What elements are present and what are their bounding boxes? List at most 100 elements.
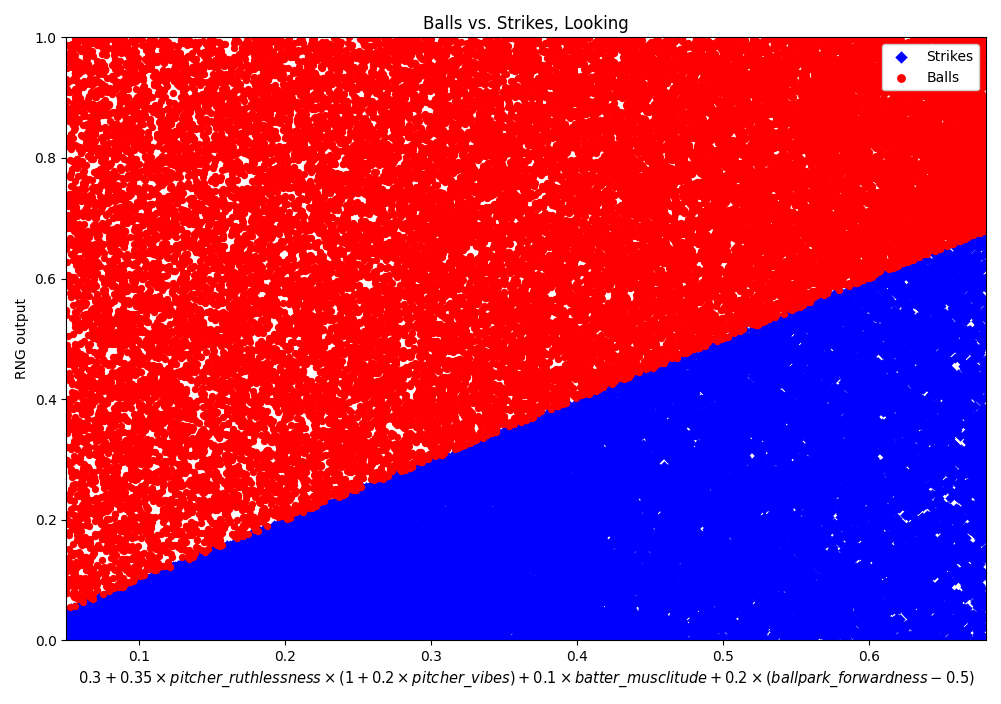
Strikes: [446, 579, 462, 590]
Strikes: [496, 455, 513, 467]
Strikes: [367, 574, 383, 586]
Balls: [801, 138, 817, 149]
Strikes: [153, 591, 169, 603]
Balls: [367, 129, 383, 140]
Strikes: [288, 534, 304, 545]
Strikes: [613, 597, 629, 608]
Balls: [236, 261, 252, 272]
Balls: [671, 279, 687, 291]
Balls: [715, 61, 731, 72]
Strikes: [510, 451, 526, 463]
Balls: [256, 111, 272, 122]
Strikes: [282, 605, 298, 616]
Balls: [90, 408, 106, 420]
Balls: [617, 91, 633, 102]
Balls: [72, 103, 88, 114]
Balls: [353, 389, 369, 401]
Strikes: [188, 565, 204, 577]
Balls: [235, 234, 251, 246]
Balls: [968, 207, 984, 218]
Balls: [499, 351, 516, 363]
Balls: [964, 38, 980, 49]
Strikes: [478, 603, 494, 614]
Balls: [373, 311, 389, 322]
Balls: [570, 330, 586, 341]
Balls: [836, 144, 852, 155]
Balls: [833, 138, 849, 149]
Strikes: [178, 571, 194, 582]
Balls: [691, 145, 707, 156]
Strikes: [816, 454, 832, 465]
Strikes: [89, 615, 105, 626]
Balls: [101, 410, 117, 421]
Balls: [526, 49, 542, 60]
Balls: [273, 206, 289, 218]
Strikes: [799, 505, 815, 516]
Balls: [150, 425, 166, 436]
Strikes: [956, 559, 972, 570]
Balls: [264, 436, 280, 448]
Strikes: [448, 592, 464, 603]
Balls: [193, 293, 209, 304]
Balls: [579, 158, 595, 170]
Balls: [276, 307, 292, 318]
Strikes: [948, 401, 964, 413]
Balls: [803, 258, 819, 270]
Balls: [634, 240, 650, 251]
Strikes: [407, 554, 423, 565]
Balls: [475, 37, 491, 48]
Balls: [319, 482, 335, 494]
Balls: [312, 325, 328, 337]
Balls: [784, 130, 800, 141]
Strikes: [668, 584, 684, 596]
Balls: [737, 202, 753, 213]
Strikes: [728, 470, 744, 482]
Balls: [892, 159, 908, 170]
Strikes: [523, 534, 539, 546]
Balls: [436, 82, 452, 93]
Strikes: [280, 601, 296, 612]
Strikes: [583, 553, 599, 564]
Strikes: [812, 601, 828, 612]
Strikes: [510, 549, 526, 560]
Balls: [523, 257, 539, 268]
Strikes: [594, 540, 610, 551]
Balls: [457, 134, 473, 146]
Strikes: [822, 539, 838, 550]
Strikes: [912, 262, 928, 273]
Strikes: [271, 611, 287, 622]
Strikes: [624, 576, 640, 587]
Balls: [526, 328, 542, 339]
Strikes: [538, 524, 554, 536]
Strikes: [675, 541, 691, 553]
Balls: [829, 270, 845, 281]
Strikes: [536, 442, 552, 453]
Balls: [353, 208, 369, 220]
Strikes: [785, 528, 801, 539]
Strikes: [72, 626, 88, 637]
Balls: [70, 529, 86, 540]
Balls: [582, 348, 598, 359]
Strikes: [828, 586, 844, 598]
Strikes: [631, 625, 647, 636]
Balls: [746, 169, 762, 180]
Balls: [605, 365, 621, 376]
Balls: [477, 96, 493, 107]
Strikes: [678, 480, 694, 491]
Balls: [526, 387, 542, 398]
Strikes: [823, 565, 839, 577]
Balls: [798, 80, 814, 92]
Strikes: [271, 566, 287, 577]
Strikes: [675, 615, 691, 627]
Strikes: [306, 588, 322, 599]
Balls: [651, 159, 667, 170]
Strikes: [363, 607, 379, 618]
Strikes: [467, 459, 483, 470]
Balls: [188, 123, 204, 134]
Balls: [127, 546, 143, 558]
Balls: [243, 309, 259, 320]
Strikes: [267, 625, 283, 636]
Balls: [735, 144, 751, 156]
Balls: [616, 68, 632, 80]
Strikes: [739, 587, 755, 598]
